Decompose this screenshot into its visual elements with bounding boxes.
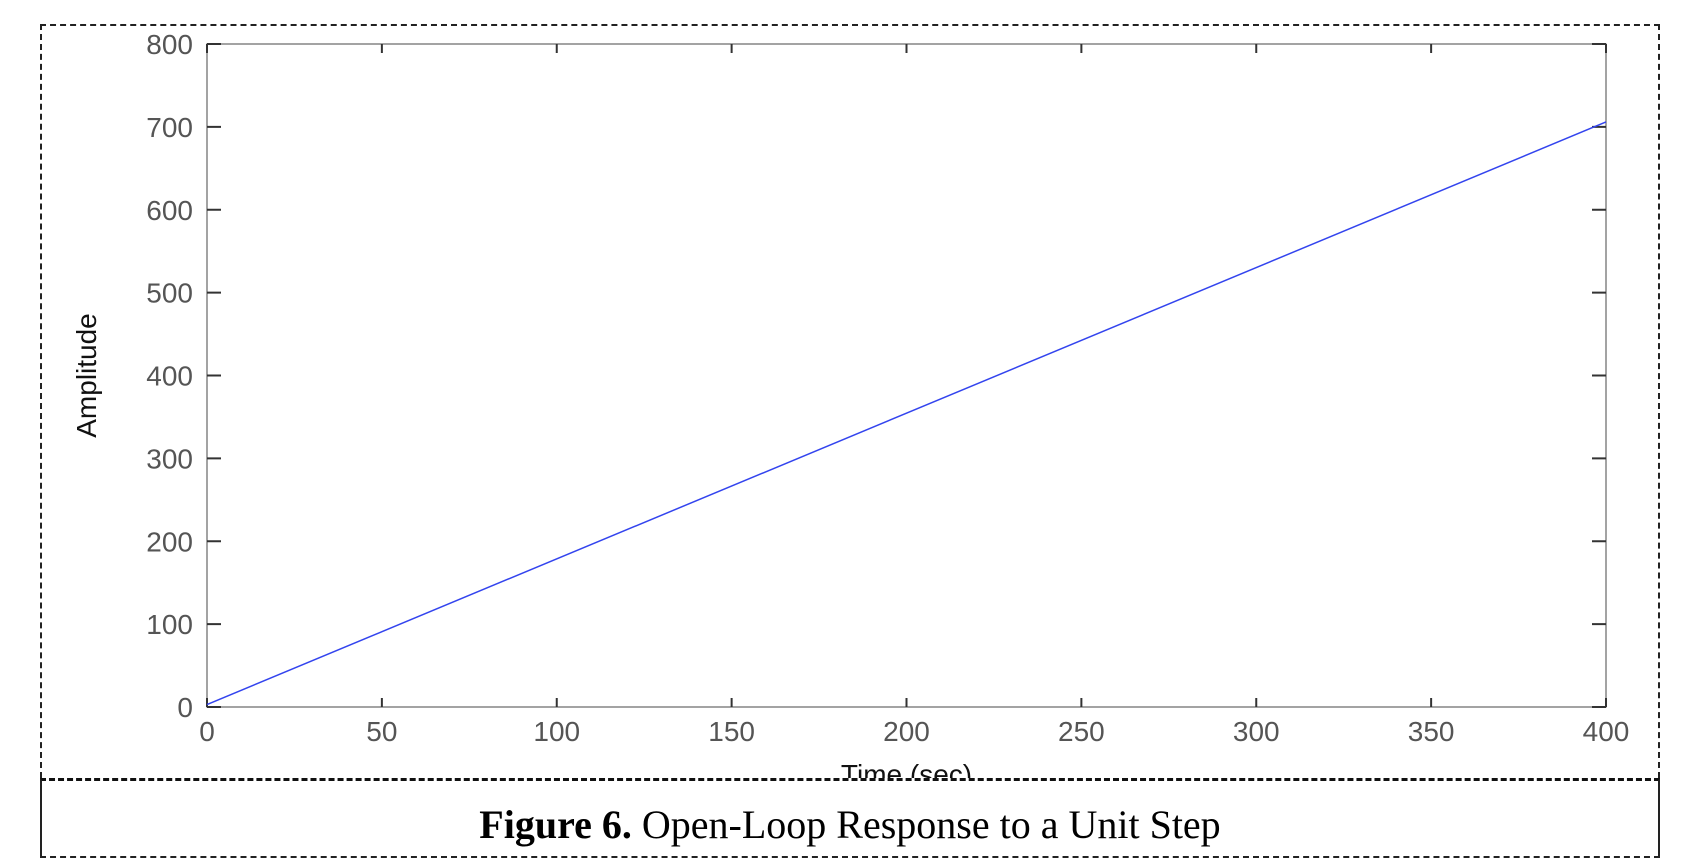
plot-axes <box>206 43 1607 708</box>
x-tick-label: 300 <box>1233 716 1280 747</box>
y-tick-label: 300 <box>146 443 193 474</box>
x-tick-label: 50 <box>366 716 397 747</box>
y-tick-label: 700 <box>146 112 193 143</box>
y-axis-label: Amplitude <box>71 313 102 438</box>
plot-area-border <box>206 43 1607 708</box>
x-tick-label: 0 <box>199 716 215 747</box>
x-tick-label: 150 <box>708 716 755 747</box>
caption-text: Open-Loop Response to a Unit Step <box>641 802 1221 847</box>
x-tick-label: 400 <box>1583 716 1630 747</box>
y-tick-label: 500 <box>146 278 193 309</box>
caption-box: Figure 6. Open-Loop Response to a Unit S… <box>40 778 1660 858</box>
y-tick-label: 200 <box>146 526 193 557</box>
y-tick-label: 600 <box>146 195 193 226</box>
y-tick-label: 800 <box>146 29 193 60</box>
series-layer <box>206 121 1607 706</box>
axis-ticks: 0 50 100 150 200 250 300 350 400 0 100 200 300 400 500… <box>146 29 1629 747</box>
y-tick-label: 400 <box>146 361 193 392</box>
figure-frame <box>40 24 1660 778</box>
series-line <box>206 121 1607 706</box>
x-tick-label: 100 <box>533 716 580 747</box>
y-tick-label: 100 <box>146 609 193 640</box>
caption-number: Figure 6. <box>479 802 632 847</box>
x-tick-label: 350 <box>1408 716 1455 747</box>
figure-caption: Figure 6. Open-Loop Response to a Unit S… <box>42 801 1658 848</box>
y-tick-label: 0 <box>177 692 193 723</box>
x-tick-label: 200 <box>883 716 930 747</box>
x-tick-label: 250 <box>1058 716 1105 747</box>
